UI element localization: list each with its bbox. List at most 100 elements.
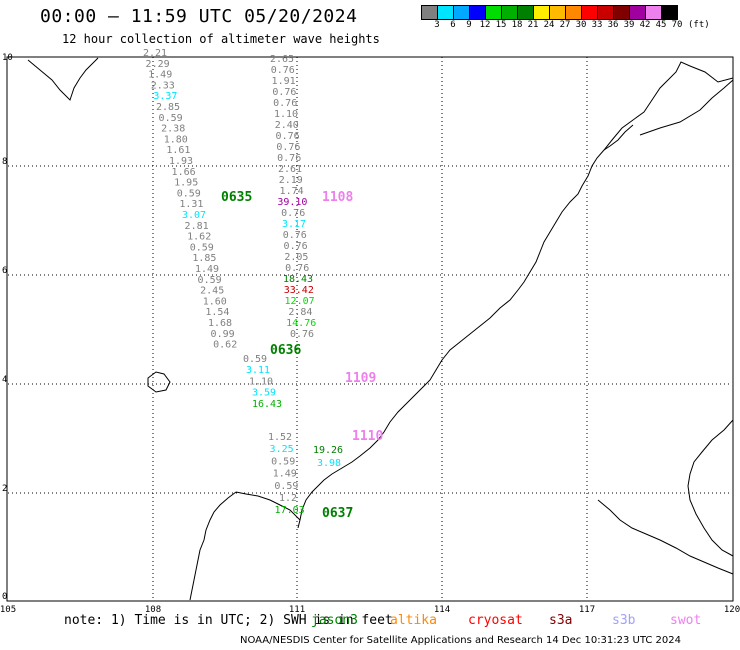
wave-height-value: 0.59 [159, 113, 183, 124]
wave-height-value: 2.40 [275, 120, 299, 131]
wave-height-value: 0.99 [211, 329, 235, 340]
map-frame [6, 56, 734, 602]
peninsula-coastline-east [235, 491, 301, 521]
altimeter-tracks: 2.212.291.492.333.372.850.592.381.801.61… [143, 48, 343, 516]
gulf-coastline [27, 57, 99, 101]
wave-height-value: 2.29 [146, 59, 170, 70]
wave-height-value: 0.76 [284, 241, 308, 252]
legend-label: 45 [655, 20, 667, 30]
wave-height-value: 1.60 [203, 296, 227, 307]
small-island [147, 371, 171, 393]
wave-height-value: 0.59 [177, 188, 201, 199]
wave-height-value: 1.62 [187, 232, 211, 243]
wave-height-value: 1.74 [280, 186, 304, 197]
wave-height-value: 0.59 [271, 456, 295, 467]
wave-height-value: 0.76 [277, 153, 301, 164]
legend-color-bar [421, 5, 710, 20]
coastline [27, 57, 734, 601]
wave-height-value: 18.43 [283, 274, 313, 285]
legend-label: 18 [511, 20, 523, 30]
wave-height-value: 0.59 [198, 275, 222, 286]
legend-label: 15 [495, 20, 507, 30]
wave-height-value: 1.54 [205, 307, 229, 318]
island-coastline-north [603, 124, 634, 151]
wave-height-value: 0.76 [285, 263, 309, 274]
wave-height-value: 0.62 [213, 340, 237, 351]
wave-height-value: 1.66 [172, 167, 196, 178]
wave-height-value: 1.80 [164, 134, 188, 145]
wave-height-value: 3.17 [282, 219, 306, 230]
satellite-cryosat: cryosat [468, 613, 523, 628]
wave-height-value: 3.07 [182, 210, 206, 221]
legend-label: 24 [543, 20, 555, 30]
page-title: 00:00 – 11:59 UTC 05/20/2024 [40, 6, 358, 27]
satellite-jason3: jason3 [311, 613, 358, 628]
wave-height-value: 2.45 [200, 286, 224, 297]
wave-height-value: 39.10 [277, 197, 307, 208]
wave-height-value: 0.76 [290, 329, 314, 340]
wave-height-value: 1.49 [273, 469, 297, 480]
x-tick-label: 108 [145, 605, 161, 615]
wave-height-value: 2.84 [288, 307, 312, 318]
x-tick-label: 105 [0, 605, 16, 615]
page-subtitle: 12 hour collection of altimeter wave hei… [62, 32, 380, 46]
wave-height-value: 1.10 [274, 109, 298, 120]
x-tick-label: 120 [724, 605, 740, 615]
credits-footer: NOAA/NESDIS Center for Satellite Applica… [240, 635, 682, 646]
wave-height-value: 1.95 [174, 178, 198, 189]
wave-height-value: 1.68 [208, 318, 232, 329]
wave-height-value: 1.31 [179, 199, 203, 210]
wave-height-value: 2.33 [151, 80, 175, 91]
y-tick-label: 4 [2, 375, 7, 385]
wave-height-value: 0.76 [273, 98, 297, 109]
pass-labels: 0635 1108 0636 1109 1110 0637 [221, 190, 383, 521]
y-tick-label: 6 [2, 266, 7, 276]
legend-label: 42 [639, 20, 651, 30]
wave-height-value: 2.85 [156, 102, 180, 113]
legend-label: 39 [623, 20, 635, 30]
wave-height-value: 0.59 [243, 354, 267, 365]
legend-label: 30 [575, 20, 587, 30]
pass-time-label: 1110 [352, 429, 383, 444]
wave-height-value: 19.26 [313, 445, 343, 456]
wave-height-value: 0.76 [283, 230, 307, 241]
pass-time-label: 0636 [270, 343, 301, 358]
wave-height-value: 1.10 [249, 376, 273, 387]
legend-label: 70 [671, 20, 683, 30]
wave-height-value: 1.85 [192, 253, 216, 264]
peninsula-coastline [189, 491, 237, 601]
wave-height-value: 1.49 [148, 70, 172, 81]
mainland-coastline [297, 61, 734, 529]
legend-label: 36 [607, 20, 619, 30]
wave-height-value: 2.21 [143, 48, 167, 59]
wave-height-value: 14.76 [286, 318, 316, 329]
legend-swatch [661, 5, 678, 20]
wave-height-value: 12.07 [285, 296, 315, 307]
legend-label: 33 [591, 20, 603, 30]
wave-height-value: 2.05 [284, 252, 308, 263]
wave-height-value: 0.76 [281, 208, 305, 219]
wave-height-value: 2.65 [270, 54, 294, 65]
pass-time-label: 0637 [322, 506, 353, 521]
x-tick-label: 117 [579, 605, 595, 615]
y-tick-label: 0 [2, 592, 7, 602]
pass-time-label: 0635 [221, 190, 252, 205]
wave-height-legend: 3 6 9 12 15 18 21 24 27 30 33 36 39 42 45 70 (ft) [421, 5, 710, 30]
y-tick-label: 8 [2, 157, 7, 167]
satellite-s3b: s3b [612, 613, 636, 628]
satellite-s3a: s3a [549, 613, 573, 628]
wave-height-value: 2.38 [161, 124, 185, 135]
wave-height-value: 3.25 [270, 444, 294, 455]
wave-height-value: 1.52 [268, 432, 292, 443]
legend-label: 6 [450, 20, 456, 30]
wave-height-value: 3.37 [153, 91, 177, 102]
wave-height-value: 3.59 [252, 388, 276, 399]
legend-label: 12 [479, 20, 491, 30]
legend-labels: 3 6 9 12 15 18 21 24 27 30 33 36 39 42 45 70 (ft) [429, 20, 709, 30]
wave-height-value: 0.59 [190, 242, 214, 253]
pass-time-label: 1109 [345, 371, 376, 386]
wave-height-value: 2.81 [185, 221, 209, 232]
